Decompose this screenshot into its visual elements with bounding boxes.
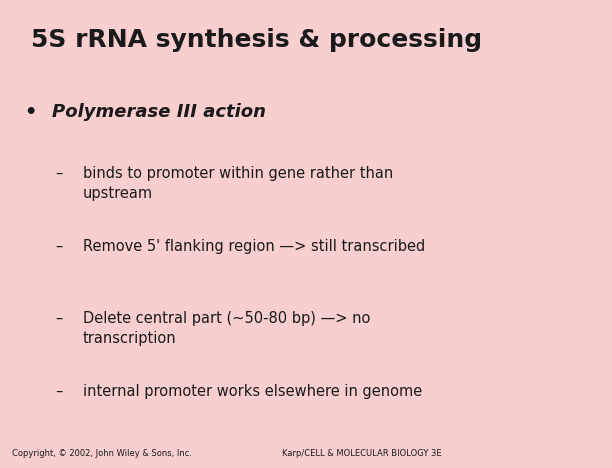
Text: binds to promoter within gene rather than
upstream: binds to promoter within gene rather tha… <box>83 166 393 201</box>
Text: Delete central part (~50-80 bp) —> no
transcription: Delete central part (~50-80 bp) —> no tr… <box>83 311 370 346</box>
Text: •: • <box>24 103 37 122</box>
Text: Copyright, © 2002, John Wiley & Sons, Inc.: Copyright, © 2002, John Wiley & Sons, In… <box>12 449 192 458</box>
Text: 5S rRNA synthesis & processing: 5S rRNA synthesis & processing <box>31 28 482 52</box>
Text: internal promoter works elsewhere in genome: internal promoter works elsewhere in gen… <box>83 384 422 399</box>
Text: –: – <box>55 311 62 326</box>
Text: Remove 5' flanking region —> still transcribed: Remove 5' flanking region —> still trans… <box>83 239 425 254</box>
Text: Karp/CELL & MOLECULAR BIOLOGY 3E: Karp/CELL & MOLECULAR BIOLOGY 3E <box>282 449 441 458</box>
Text: –: – <box>55 166 62 181</box>
Text: –: – <box>55 384 62 399</box>
Text: Polymerase III action: Polymerase III action <box>52 103 266 121</box>
Text: –: – <box>55 239 62 254</box>
